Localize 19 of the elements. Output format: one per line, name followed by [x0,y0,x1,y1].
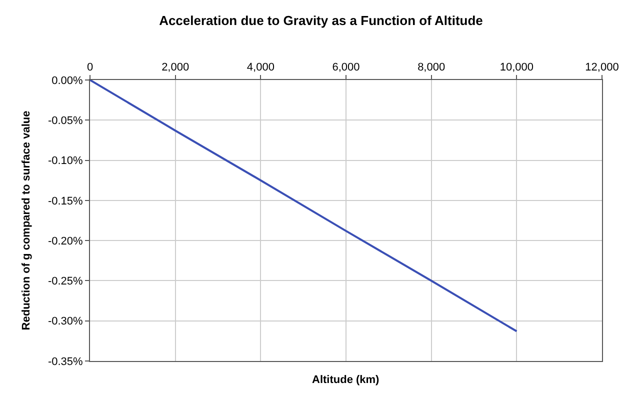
y-tick-label: -0.10% [48,155,84,168]
y-tick-label: -0.05% [48,114,84,127]
y-tick-label: -0.20% [48,235,84,248]
chart-title: Acceleration due to Gravity as a Function of Altitude [159,13,483,28]
x-tick-label: 10,000 [500,62,534,74]
x-tick-label: 0 [86,62,94,74]
x-tick-label: 8,000 [418,62,446,74]
y-tick-label: -0.35% [48,356,84,368]
x-tick-label: 4,000 [246,62,274,74]
x-axis-title: Altitude (km) [312,374,380,386]
y-tick-label: 0.00% [52,74,84,87]
x-tick-label: 2,000 [162,62,190,74]
y-tick-label: -0.25% [48,276,84,288]
y-axis-title: Reduction of g compared to surface value [20,110,33,330]
y-tick-label: -0.30% [48,316,84,328]
y-tick-label: -0.15% [48,195,84,208]
line-series [90,80,518,332]
x-tick-label: 12,000 [585,62,619,74]
x-tick-label: 6,000 [332,62,360,74]
